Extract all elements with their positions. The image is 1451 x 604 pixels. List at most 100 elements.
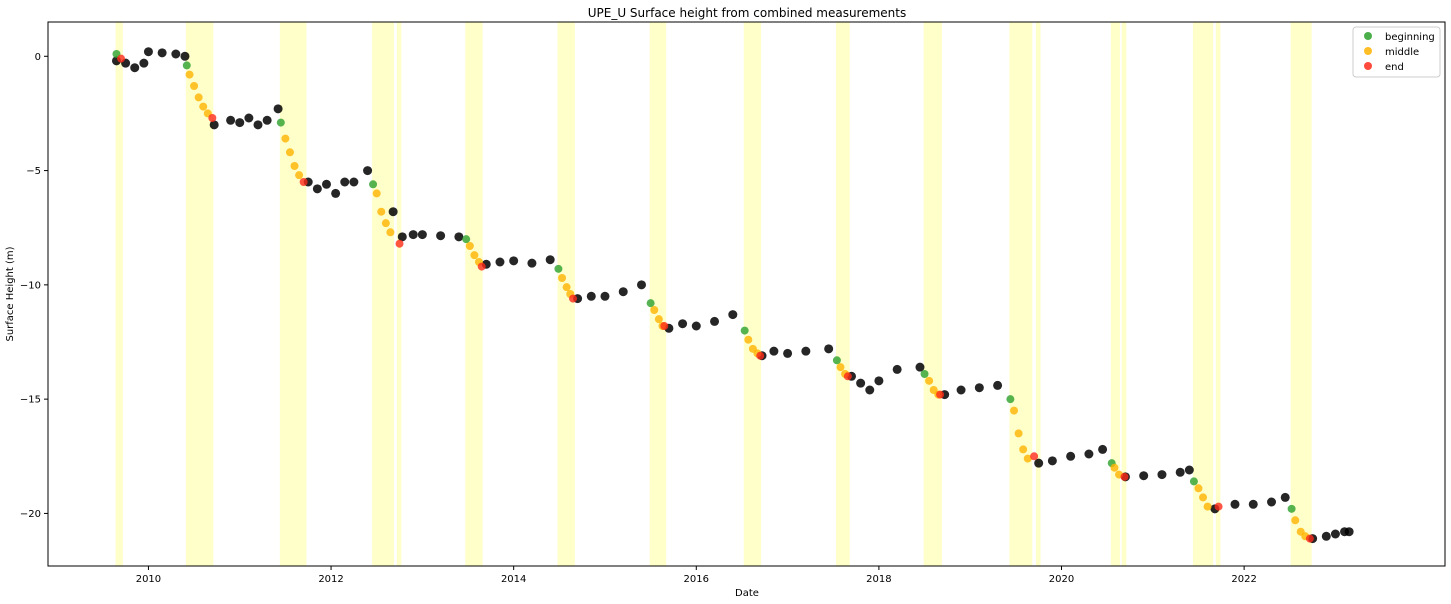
point-baseline-34 xyxy=(586,291,596,301)
shaded-interval-8 xyxy=(743,22,762,566)
point-baseline-22 xyxy=(388,207,398,217)
y-axis-ticks: 0 −5 −10 −15 −20 xyxy=(20,52,48,520)
legend-box xyxy=(1352,26,1441,78)
point-middle-6 xyxy=(285,148,294,157)
point-baseline-25 xyxy=(417,230,427,240)
point-baseline-67 xyxy=(1184,465,1194,475)
point-baseline-74 xyxy=(1321,531,1331,541)
point-middle-34 xyxy=(1110,463,1119,472)
point-end-13 xyxy=(1305,534,1314,543)
point-end-11 xyxy=(1120,472,1129,481)
x-tick-label-4: 2018 xyxy=(866,574,891,585)
point-baseline-49 xyxy=(856,378,866,388)
point-baseline-66 xyxy=(1175,467,1185,477)
point-baseline-60 xyxy=(1066,451,1076,461)
shaded-intervals xyxy=(115,22,1312,566)
shaded-interval-12 xyxy=(1035,22,1041,566)
point-end-4 xyxy=(477,262,486,271)
point-beginning-9 xyxy=(920,370,929,378)
point-baseline-27 xyxy=(454,232,464,242)
point-end-1 xyxy=(208,114,217,122)
shaded-interval-2 xyxy=(279,22,307,566)
point-baseline-21 xyxy=(363,166,373,176)
point-baseline-7 xyxy=(180,51,190,61)
shaded-interval-14 xyxy=(1121,22,1127,566)
point-baseline-9 xyxy=(226,115,236,125)
point-baseline-29 xyxy=(495,257,505,267)
plot-area-frame xyxy=(47,21,1446,567)
point-baseline-18 xyxy=(331,188,341,198)
point-baseline-20 xyxy=(349,177,359,187)
point-baseline-40 xyxy=(691,321,701,331)
point-end-7 xyxy=(756,351,765,360)
point-middle-17 xyxy=(562,283,571,292)
point-baseline-72 xyxy=(1280,492,1290,502)
point-end-0 xyxy=(117,54,126,63)
point-middle-37 xyxy=(1199,493,1208,502)
chart-title: UPE_U Surface height from combined measu… xyxy=(588,6,907,20)
y-tick-label-1: −5 xyxy=(26,166,41,177)
point-baseline-44 xyxy=(769,346,779,356)
point-baseline-56 xyxy=(974,383,984,393)
point-end-2 xyxy=(299,178,308,186)
point-baseline-41 xyxy=(710,316,720,326)
point-baseline-5 xyxy=(157,48,167,58)
data-points xyxy=(111,47,1354,544)
point-baseline-69 xyxy=(1230,499,1240,509)
point-middle-8 xyxy=(295,171,304,180)
point-middle-11 xyxy=(381,219,390,228)
point-baseline-50 xyxy=(865,385,875,395)
point-baseline-55 xyxy=(956,385,966,395)
x-tick-label-6: 2022 xyxy=(1231,574,1256,585)
point-baseline-35 xyxy=(600,291,610,301)
shaded-interval-13 xyxy=(1110,22,1120,566)
chart-legend: beginning middle end xyxy=(1352,26,1441,78)
point-baseline-17 xyxy=(321,179,331,189)
x-tick-label-1: 2012 xyxy=(318,574,343,585)
x-tick-label-5: 2020 xyxy=(1049,574,1074,585)
point-middle-5 xyxy=(281,134,290,143)
point-baseline-61 xyxy=(1084,449,1094,459)
shaded-interval-0 xyxy=(115,22,123,566)
point-end-6 xyxy=(660,322,669,330)
point-middle-22 xyxy=(744,335,753,344)
point-end-5 xyxy=(569,294,578,303)
legend-marker-beginning xyxy=(1364,32,1372,40)
point-end-3 xyxy=(395,239,404,248)
point-baseline-71 xyxy=(1267,497,1277,507)
legend-label-beginning: beginning xyxy=(1385,32,1435,43)
point-middle-27 xyxy=(925,376,934,385)
point-baseline-77 xyxy=(1344,527,1354,537)
point-baseline-57 xyxy=(993,380,1003,390)
point-middle-16 xyxy=(558,274,567,282)
point-baseline-19 xyxy=(340,177,350,187)
point-baseline-16 xyxy=(312,184,322,194)
point-baseline-45 xyxy=(783,348,793,358)
point-baseline-4 xyxy=(143,47,153,57)
point-middle-25 xyxy=(836,363,845,372)
point-baseline-30 xyxy=(509,256,519,266)
point-beginning-8 xyxy=(832,356,841,365)
point-baseline-65 xyxy=(1157,470,1167,480)
shaded-interval-4 xyxy=(396,22,402,566)
point-baseline-37 xyxy=(636,280,646,290)
shaded-interval-10 xyxy=(923,22,942,566)
point-baseline-59 xyxy=(1047,456,1057,466)
point-baseline-70 xyxy=(1248,499,1258,509)
legend-label-middle: middle xyxy=(1385,47,1419,58)
point-end-10 xyxy=(1030,452,1039,461)
y-tick-label-0: 0 xyxy=(35,52,41,63)
point-baseline-64 xyxy=(1139,471,1149,481)
shaded-interval-3 xyxy=(372,22,395,566)
point-middle-20 xyxy=(654,315,663,324)
point-middle-0 xyxy=(185,70,194,79)
point-baseline-14 xyxy=(273,104,283,114)
point-baseline-52 xyxy=(892,364,902,374)
shaded-interval-15 xyxy=(1192,22,1214,566)
point-middle-1 xyxy=(190,82,199,90)
point-beginning-5 xyxy=(554,264,563,273)
point-end-12 xyxy=(1214,502,1223,511)
point-baseline-2 xyxy=(130,63,140,73)
shaded-interval-7 xyxy=(649,22,667,566)
